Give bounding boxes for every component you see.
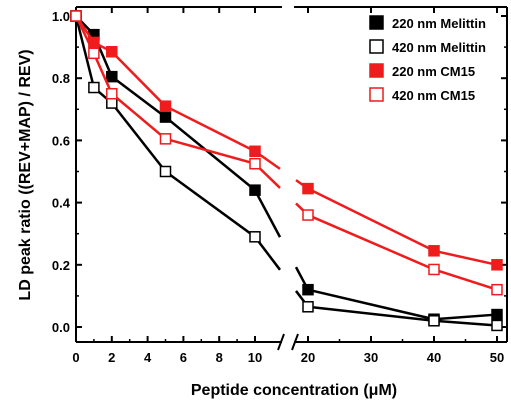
legend-marker (369, 63, 384, 78)
series-line-segment (433, 319, 498, 327)
data-point-marker (106, 46, 118, 58)
series-line-segment (164, 116, 256, 192)
series-line-segment (253, 189, 282, 238)
legend-label: 220 nm Melittin (392, 16, 486, 31)
data-point-marker (302, 301, 314, 313)
series-line-segment (110, 102, 167, 173)
data-point-marker (106, 70, 118, 83)
data-point-marker (302, 182, 314, 195)
data-point-marker (249, 145, 261, 158)
x-tick-label: 6 (180, 350, 187, 365)
series-group (70, 10, 503, 332)
series-line-segment (111, 75, 167, 119)
series-line-segment (110, 50, 167, 108)
x-tick-label: 4 (144, 350, 152, 365)
series-line-segment (74, 15, 96, 88)
data-point-marker (88, 47, 100, 60)
x-axis-title: Peptide concentration (μM) (191, 382, 397, 399)
legend-label: 220 nm CM15 (392, 64, 475, 79)
data-point-marker (249, 157, 261, 170)
series-line-segment (433, 313, 498, 321)
x-tick-label: 10 (248, 350, 262, 365)
series-line-segment (164, 105, 256, 153)
series-line-segment (92, 52, 113, 95)
series-line-segment (165, 137, 256, 165)
y-tick-label: 1.0 (52, 9, 70, 24)
y-tick-label: 0.2 (52, 258, 70, 273)
axis-break-mark (277, 333, 285, 351)
data-point-marker (159, 133, 172, 145)
data-point-marker (491, 308, 503, 321)
data-point-marker (159, 165, 172, 178)
series-line-segment (433, 268, 498, 291)
x-tick-label: 8 (216, 350, 223, 365)
data-point-marker (159, 111, 172, 123)
y-axis-title: LD peak ratio ((REV+MAP) / REV) (17, 49, 34, 300)
series-line-segment (433, 249, 498, 267)
series-group (70, 10, 503, 296)
series-line-segment (307, 305, 435, 323)
data-point-marker (249, 231, 261, 243)
data-point-marker (302, 283, 314, 296)
legend-marker (369, 39, 384, 54)
data-point-marker (428, 315, 440, 327)
data-point-marker (302, 209, 314, 221)
x-tick-label: 0 (72, 350, 79, 365)
data-point-marker (106, 88, 118, 100)
y-tick-label: 0.6 (52, 133, 70, 148)
data-point-marker (88, 81, 100, 94)
legend-marker (369, 87, 384, 102)
series-group (70, 10, 503, 271)
series-line-segment (307, 187, 435, 252)
y-tick-label: 0.4 (52, 196, 71, 211)
data-point-marker (106, 97, 118, 109)
data-point-marker (428, 245, 440, 257)
x-tick-label: 50 (490, 350, 504, 365)
data-point-marker (491, 259, 503, 271)
series-group (70, 10, 503, 325)
axes: 0.0 0.2 0.4 0.6 0.8 1.0 0 2 4 6 8 10 20 30 40 50 (52, 6, 508, 365)
legend-label: 420 nm Melittin (392, 40, 486, 55)
series-line-segment (164, 170, 256, 238)
legend-marker (369, 15, 384, 30)
data-point-marker (428, 263, 440, 276)
data-point-marker (491, 283, 503, 296)
x-tick-label: 40 (427, 350, 441, 365)
x-tick-label: 30 (364, 350, 378, 365)
series-line-segment (307, 213, 435, 271)
axis-break-mark (291, 333, 299, 351)
legend-label: 420 nm CM15 (392, 88, 475, 103)
data-point-marker (70, 10, 82, 22)
legend: 220 nm Melittin 420 nm Melittin 220 nm CM1… (369, 15, 486, 103)
series-line-segment (110, 92, 167, 140)
series-layer (70, 10, 503, 332)
series-line-segment (307, 288, 435, 321)
series-line-segment (74, 15, 96, 54)
data-point-marker (249, 184, 261, 196)
data-point-marker (491, 319, 503, 332)
y-tick-label: 0.8 (52, 71, 70, 86)
y-tick-label: 0.0 (52, 320, 70, 335)
data-point-marker (159, 100, 172, 112)
x-tick-label: 20 (301, 350, 315, 365)
x-tick-label: 2 (108, 350, 115, 365)
